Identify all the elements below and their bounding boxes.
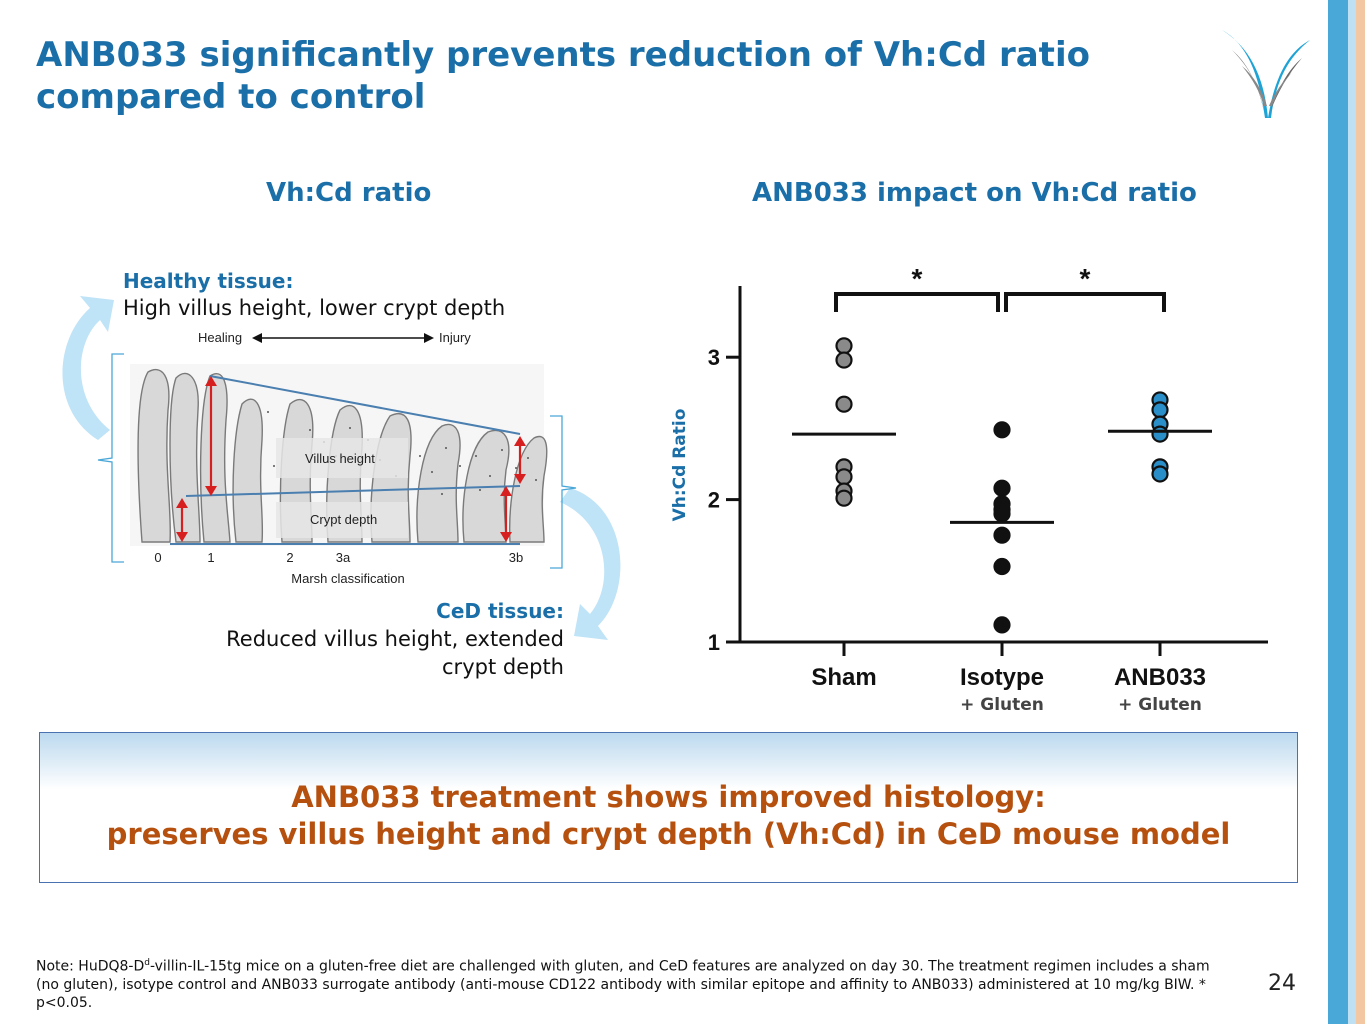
data-point xyxy=(835,337,853,355)
x-category-sublabel: + Gluten xyxy=(960,695,1044,715)
x-category-sublabel: + Gluten xyxy=(1118,695,1202,715)
ced-tissue-description-line1: Reduced villus height, extended xyxy=(226,627,564,651)
data-point xyxy=(1151,465,1169,483)
significance-label: * xyxy=(1080,263,1091,294)
footnote: Note: HuDQ8-Dd-villin-IL-15tg mice on a … xyxy=(36,954,1236,1012)
y-axis-label: Vh:Cd Ratio xyxy=(670,409,690,522)
data-point xyxy=(835,468,853,486)
marsh-classification-diagram: Healing Injury Villus height Crypt depth xyxy=(62,296,621,640)
healthy-tissue-description: High villus height, lower crypt depth xyxy=(123,296,506,320)
page-number: 24 xyxy=(1268,971,1296,996)
company-logo xyxy=(1222,30,1310,118)
significance-bracket xyxy=(1004,292,1166,312)
crypt-depth-label: Crypt depth xyxy=(310,512,377,527)
marsh-classification-label: Marsh classification xyxy=(291,571,404,586)
y-tick-label: 1 xyxy=(708,630,720,655)
significance-label: * xyxy=(912,263,923,294)
conclusion-line2: preserves villus height and crypt depth … xyxy=(106,817,1231,851)
data-point xyxy=(1151,401,1169,419)
conclusion-box: ANB033 treatment shows improved histolog… xyxy=(39,732,1298,883)
villus-height-label: Villus height xyxy=(305,451,375,466)
data-point xyxy=(835,351,853,369)
right-bracket xyxy=(550,415,577,569)
data-point xyxy=(993,616,1011,634)
decorative-bar-peach xyxy=(1356,0,1365,1024)
data-point xyxy=(993,526,1011,544)
injury-label: Injury xyxy=(439,330,471,345)
ced-tissue-label: CeD tissue: xyxy=(436,599,564,623)
data-point xyxy=(993,421,1011,439)
decorative-bar-blue xyxy=(1328,0,1348,1024)
slide-title: ANB033 significantly prevents reduction … xyxy=(36,35,1090,117)
data-point xyxy=(1151,425,1169,443)
left-bracket xyxy=(97,353,124,563)
data-point xyxy=(993,557,1011,576)
healing-label: Healing xyxy=(198,330,242,345)
y-tick-label: 2 xyxy=(708,488,720,513)
significance-bracket xyxy=(834,292,1000,312)
footnote-superscript: d xyxy=(144,958,150,968)
decorative-bar-light-blue xyxy=(1348,0,1356,1024)
footnote-prefix: Note: HuDQ8-D xyxy=(36,958,145,975)
marsh-tick: 2 xyxy=(286,550,293,565)
data-point xyxy=(835,395,853,413)
x-category-label: ANB033 xyxy=(1114,664,1206,691)
x-category-label: Sham xyxy=(811,664,876,691)
ced-tissue-description-line2: crypt depth xyxy=(442,655,564,679)
healthy-tissue-label: Healthy tissue: xyxy=(123,269,294,293)
vhcd-ratio-scatter-chart: Vh:Cd Ratio 1 2 3 Sham Isotype + Gluten ANB033… xyxy=(670,263,1268,715)
right-panel-heading: ANB033 impact on Vh:Cd ratio xyxy=(752,178,1197,208)
footnote-rest: -villin-IL-15tg mice on a gluten-free di… xyxy=(36,958,1210,1011)
data-point xyxy=(835,489,853,507)
left-panel-heading: Vh:Cd ratio xyxy=(266,178,432,208)
injury-curve-arrow-icon xyxy=(560,488,621,640)
marsh-tick: 1 xyxy=(207,550,214,565)
data-point xyxy=(993,479,1011,497)
marsh-tick: 3a xyxy=(336,550,351,565)
x-category-label: Isotype xyxy=(960,664,1044,691)
marsh-tick: 0 xyxy=(154,550,161,565)
conclusion-line1: ANB033 treatment shows improved histolog… xyxy=(291,780,1046,814)
healing-curve-arrow-icon xyxy=(62,296,114,440)
data-point xyxy=(993,505,1011,523)
y-tick-label: 3 xyxy=(708,345,720,370)
marsh-tick: 3b xyxy=(509,550,523,565)
